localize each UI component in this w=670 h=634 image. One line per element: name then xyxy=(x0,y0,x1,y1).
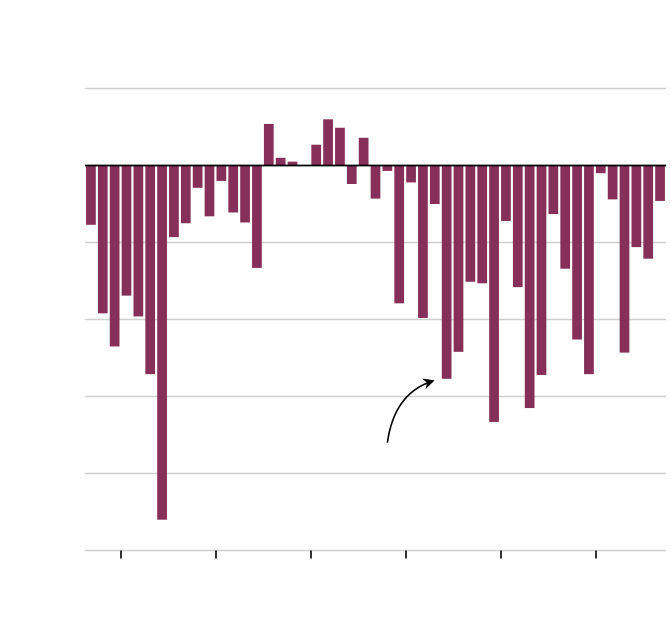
annotation-arrow xyxy=(386,378,435,443)
bar xyxy=(335,127,345,166)
bar xyxy=(619,165,630,353)
bar xyxy=(548,165,559,215)
bar xyxy=(180,165,191,224)
bar xyxy=(429,165,440,204)
bar xyxy=(406,165,416,183)
bar xyxy=(109,165,120,347)
bar xyxy=(418,165,428,318)
bar xyxy=(643,165,654,259)
bar xyxy=(204,165,215,217)
bar xyxy=(382,165,393,171)
bar xyxy=(287,161,298,166)
bar xyxy=(192,165,203,188)
axes xyxy=(85,164,666,559)
bar xyxy=(121,165,132,296)
bar xyxy=(560,165,571,269)
bar xyxy=(394,165,405,304)
bar xyxy=(358,137,369,166)
bar xyxy=(311,144,322,166)
bar xyxy=(323,119,333,166)
bar xyxy=(252,165,262,268)
bar xyxy=(477,165,488,284)
bar xyxy=(453,165,464,352)
bar xyxy=(133,165,144,317)
bar xyxy=(145,165,156,375)
bar xyxy=(370,165,381,199)
bar xyxy=(228,165,239,213)
bar xyxy=(631,165,642,248)
bar xyxy=(465,165,476,282)
bar xyxy=(441,165,452,379)
bar xyxy=(157,165,167,520)
gridlines xyxy=(85,87,666,552)
bar xyxy=(275,157,286,166)
bar xyxy=(489,165,499,422)
bar xyxy=(346,165,357,184)
bar xyxy=(536,165,547,375)
bar xyxy=(216,165,227,181)
bar xyxy=(169,165,179,238)
bar xyxy=(512,165,523,288)
bar xyxy=(584,165,594,375)
bar xyxy=(97,165,108,314)
annotations xyxy=(386,378,435,443)
bar xyxy=(572,165,582,340)
bar xyxy=(595,165,606,174)
bar xyxy=(240,165,250,223)
bar xyxy=(607,165,618,200)
bar xyxy=(501,165,511,221)
bars xyxy=(86,119,665,520)
bar xyxy=(524,165,535,409)
bar xyxy=(86,165,96,225)
bar xyxy=(263,123,274,166)
bar xyxy=(655,165,665,201)
